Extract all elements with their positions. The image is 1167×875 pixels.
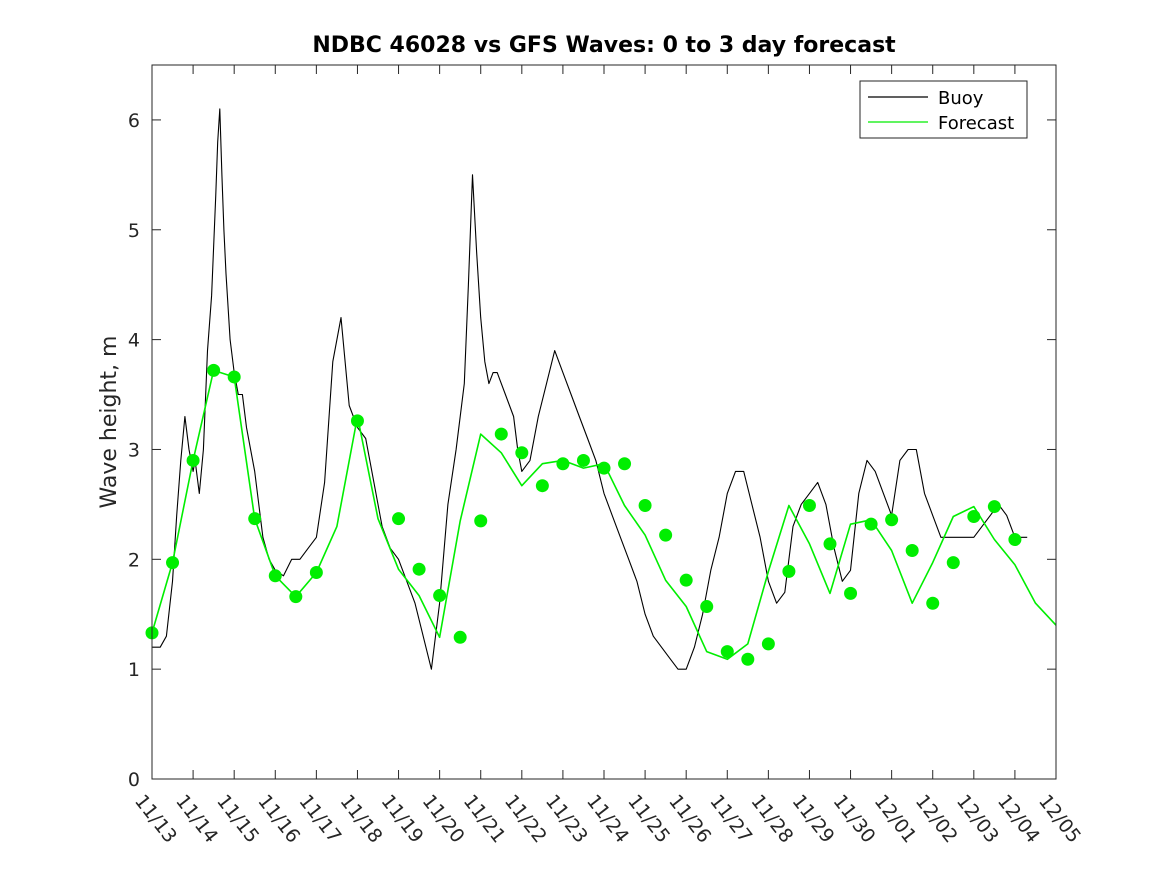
forecast-marker <box>885 513 899 527</box>
legend-label-forecast: Forecast <box>938 113 1014 134</box>
legend-label-buoy: Buoy <box>938 88 984 109</box>
forecast-marker <box>289 590 303 604</box>
x-tick-label: 12/03 <box>952 791 1003 848</box>
x-tick-label: 12/04 <box>993 791 1044 848</box>
forecast-marker <box>802 498 816 512</box>
y-tick-labels: 0 1 2 3 4 5 6 <box>128 110 140 791</box>
y-tick-label: 4 <box>128 330 140 352</box>
y-tick-label: 0 <box>128 769 140 791</box>
plot-frame <box>151 64 1057 780</box>
x-tick-label: 11/21 <box>459 791 510 848</box>
forecast-marker <box>433 589 447 603</box>
forecast-marker <box>864 517 878 531</box>
forecast-marker <box>412 562 426 576</box>
forecast-marker <box>700 600 714 614</box>
forecast-marker <box>987 500 1001 514</box>
forecast-marker <box>207 363 221 377</box>
forecast-marker <box>227 370 241 384</box>
y-tick-label: 1 <box>128 659 140 681</box>
forecast-marker <box>474 514 488 528</box>
x-tick-label: 11/18 <box>336 791 387 848</box>
x-tick-label: 12/01 <box>870 791 921 848</box>
forecast-marker <box>679 573 693 587</box>
x-tick-label: 12/05 <box>1034 791 1085 848</box>
series-line-buoy <box>152 108 1028 670</box>
forecast-marker <box>782 564 796 578</box>
forecast-marker <box>761 637 775 651</box>
x-tick-label: 11/13 <box>130 791 181 848</box>
forecast-marker <box>186 453 200 467</box>
forecast-marker <box>166 556 180 570</box>
x-tick-label: 11/20 <box>418 791 469 848</box>
y-tick-label: 6 <box>128 110 140 132</box>
x-tick-label: 12/02 <box>911 791 962 848</box>
forecast-marker <box>638 498 652 512</box>
forecast-marker <box>659 528 673 542</box>
x-tick-label: 11/30 <box>829 791 880 848</box>
legend: Buoy Forecast <box>859 80 1028 139</box>
x-tick-label: 11/27 <box>705 791 756 848</box>
forecast-marker <box>350 414 364 428</box>
forecast-marker <box>946 556 960 570</box>
chart-title: NDBC 46028 vs GFS Waves: 0 to 3 day fore… <box>312 33 896 58</box>
forecast-marker <box>618 457 632 471</box>
legend-box <box>859 80 1028 139</box>
forecast-marker <box>844 586 858 600</box>
x-tick-label: 11/25 <box>623 791 674 848</box>
forecast-marker <box>535 479 549 493</box>
forecast-marker <box>741 652 755 666</box>
forecast-marker <box>576 453 590 467</box>
x-tick-label: 11/22 <box>500 791 551 848</box>
forecast-marker <box>268 569 282 583</box>
forecast-marker <box>823 537 837 551</box>
x-tick-label: 11/28 <box>746 791 797 848</box>
marker-layer <box>145 363 1022 666</box>
y-tick-label: 3 <box>128 439 140 461</box>
forecast-marker <box>905 544 919 558</box>
forecast-marker <box>494 427 508 441</box>
y-axis-label: Wave height, m <box>97 336 122 509</box>
y-tick-label: 2 <box>128 549 140 571</box>
x-tick-labels: 11/1311/1411/1511/1611/1711/1811/1911/20… <box>130 791 1085 848</box>
plot-area <box>152 65 1056 779</box>
forecast-marker <box>926 596 940 610</box>
x-tick-label: 11/17 <box>294 791 345 848</box>
x-tick-label: 11/16 <box>253 791 304 848</box>
forecast-marker <box>597 461 611 475</box>
forecast-marker <box>309 565 323 579</box>
x-tick-label: 11/15 <box>212 791 263 848</box>
forecast-marker <box>392 512 406 526</box>
x-tick-label: 11/14 <box>171 791 222 848</box>
forecast-marker <box>1008 533 1022 547</box>
forecast-marker <box>720 645 734 659</box>
x-tick-label: 11/23 <box>541 791 592 848</box>
forecast-marker <box>248 512 262 526</box>
forecast-marker <box>515 446 529 460</box>
axis-ticks <box>151 65 1057 780</box>
x-tick-label: 11/19 <box>377 791 428 848</box>
forecast-marker <box>967 509 981 523</box>
x-tick-label: 11/29 <box>788 791 839 848</box>
x-tick-label: 11/24 <box>582 791 633 848</box>
x-tick-label: 11/26 <box>664 791 715 848</box>
forecast-marker <box>453 630 467 644</box>
y-tick-label: 5 <box>128 220 140 242</box>
forecast-marker <box>556 457 570 471</box>
